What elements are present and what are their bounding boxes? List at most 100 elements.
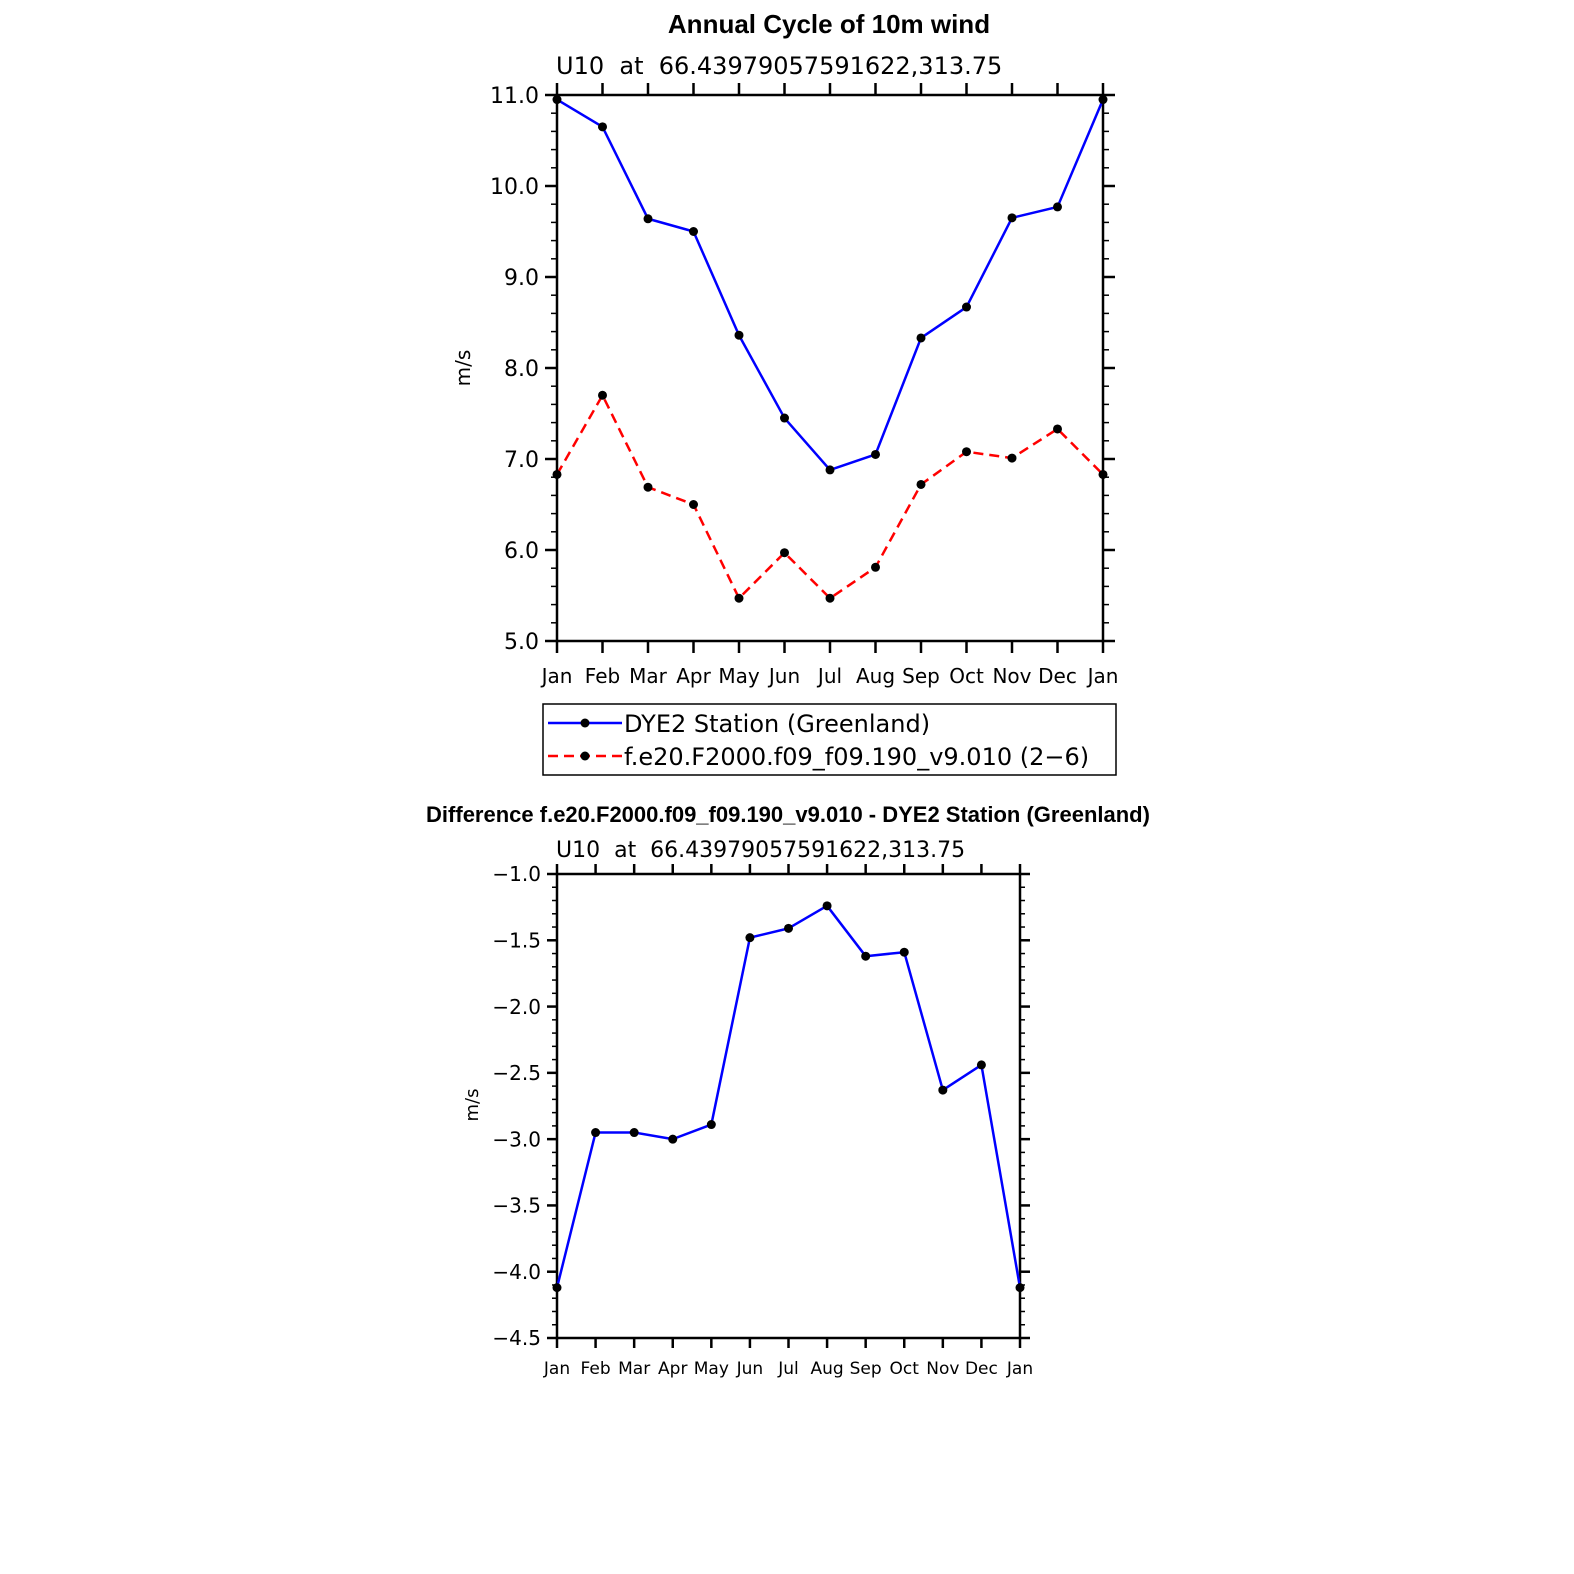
c2-frame	[555, 872, 1022, 1340]
chart2-axes: Jan Feb Mar Apr May Jun Jul Aug Sep Oct Nov Dec Jan−…	[492, 862, 1033, 1379]
series-1-point	[1007, 213, 1017, 223]
series-1-line	[555, 904, 1022, 1288]
x-tick-label: Feb	[585, 664, 620, 688]
x-tick-label: Dec	[965, 1359, 998, 1379]
series-1-point	[780, 413, 789, 423]
series-2-point	[598, 390, 607, 400]
series-1-point	[916, 333, 926, 343]
chart2-subtitle: U10 at 66.43979057591622,313.75	[556, 838, 965, 863]
chart1-ylabel: m/s	[451, 350, 475, 387]
x-tick-label: Nov	[992, 664, 1031, 688]
c1-frame	[555, 93, 1105, 643]
legend-marker-series-1	[580, 718, 590, 728]
chart2-ylabel: m/s	[462, 1089, 483, 1122]
series-2-point	[734, 593, 744, 603]
x-tick-label: Oct	[890, 1359, 920, 1379]
series-2-point	[1007, 453, 1017, 463]
y-tick-label: 10.0	[490, 175, 539, 200]
series-1-point	[591, 1128, 601, 1138]
x-tick-label: Feb	[581, 1359, 611, 1379]
legend-marker-series-2	[580, 751, 590, 761]
series-1-point	[861, 951, 871, 961]
series-2-line	[555, 394, 1104, 600]
series-1-point	[938, 1085, 948, 1095]
x-tick-label: May	[694, 1359, 729, 1379]
x-tick-label: Sep	[902, 664, 940, 688]
x-tick-label: Apr	[658, 1359, 687, 1379]
series-1-point	[1053, 202, 1062, 212]
series-1-point	[822, 901, 832, 911]
chart1-axes: Jan Feb Mar Apr May Jun Jul Aug Sep Oct Nov Dec Jan5…	[490, 83, 1118, 688]
x-tick-label: Jan	[1006, 1359, 1033, 1379]
chart1-title: Annual Cycle of 10m wind	[668, 9, 990, 39]
series-2-point	[1053, 424, 1062, 434]
y-tick-label: −4.0	[492, 1260, 541, 1284]
x-tick-label: Sep	[850, 1359, 882, 1379]
x-tick-label: Mar	[629, 664, 668, 688]
chart2-title: Difference f.e20.F2000.f09_f09.190_v9.01…	[426, 802, 1150, 827]
y-tick-label: −1.5	[492, 928, 541, 952]
series-1-point	[976, 1060, 986, 1070]
chart1-subtitle: U10 at 66.43979057591622,313.75	[556, 52, 1002, 80]
series-1-point	[734, 330, 744, 340]
series-1-point	[745, 933, 755, 943]
series-2-point	[916, 479, 926, 489]
y-tick-label: 5.0	[504, 630, 539, 655]
x-tick-label: Aug	[810, 1359, 843, 1379]
series-2-point	[825, 593, 835, 603]
x-tick-label: Aug	[856, 664, 895, 688]
series-2-point	[1098, 469, 1108, 479]
series-1-point	[643, 214, 653, 224]
series-2-point	[643, 482, 653, 492]
y-tick-label: 11.0	[490, 84, 539, 109]
series-1-point	[706, 1120, 716, 1130]
x-tick-label: Jan	[1086, 664, 1119, 688]
series-1-point	[871, 449, 880, 459]
y-tick-label: 7.0	[504, 448, 539, 473]
y-tick-label: 8.0	[504, 357, 539, 382]
x-tick-label: Mar	[618, 1359, 650, 1379]
chart1-plot-area	[552, 95, 1108, 603]
y-tick-label: −3.0	[492, 1127, 541, 1151]
y-tick-label: −4.5	[492, 1326, 541, 1350]
x-tick-label: Jan	[543, 1359, 570, 1379]
y-tick-label: −2.0	[492, 995, 541, 1019]
y-tick-label: 9.0	[504, 266, 539, 291]
series-1-point	[1015, 1283, 1025, 1293]
legend-box	[542, 703, 1117, 776]
y-tick-label: −3.5	[492, 1194, 541, 1218]
series-1-line	[556, 98, 1105, 472]
series-1-point	[668, 1134, 678, 1144]
chart-annual-cycle: Annual Cycle of 10m wind U10 at 66.43979…	[451, 9, 1118, 776]
legend: DYE2 Station (Greenland) f.e20.F2000.f09…	[542, 703, 1117, 776]
y-tick-label: −1.0	[492, 862, 541, 886]
legend-label-series-2: f.e20.F2000.f09_f09.190_v9.010 (2−6)	[624, 743, 1089, 771]
x-tick-label: Apr	[676, 664, 711, 688]
series-1-point	[899, 947, 909, 957]
series-1-point	[689, 227, 698, 236]
chart-difference: Difference f.e20.F2000.f09_f09.190_v9.01…	[426, 802, 1150, 1379]
series-1-point	[552, 1283, 562, 1293]
series-2-point	[962, 447, 971, 457]
x-tick-label: Nov	[926, 1359, 959, 1379]
x-tick-label: Jun	[767, 664, 800, 688]
legend-label-series-1: DYE2 Station (Greenland)	[624, 710, 930, 738]
series-1-point	[825, 465, 835, 475]
series-1-point	[629, 1128, 639, 1138]
y-tick-label: −2.5	[492, 1061, 541, 1085]
series-2-point	[689, 500, 698, 509]
x-tick-label: Jul	[816, 664, 842, 688]
series-1-point	[784, 923, 793, 933]
series-2-point	[552, 469, 562, 479]
x-tick-label: Dec	[1038, 664, 1077, 688]
x-tick-label: Jul	[777, 1359, 799, 1379]
x-tick-label: Jan	[540, 664, 573, 688]
series-1-point	[1098, 95, 1108, 105]
x-tick-label: May	[718, 664, 760, 688]
y-tick-label: 6.0	[504, 539, 539, 564]
series-1-point	[598, 122, 607, 132]
x-tick-label: Oct	[949, 664, 984, 688]
series-1-point	[962, 302, 971, 312]
series-2-point	[780, 548, 789, 558]
